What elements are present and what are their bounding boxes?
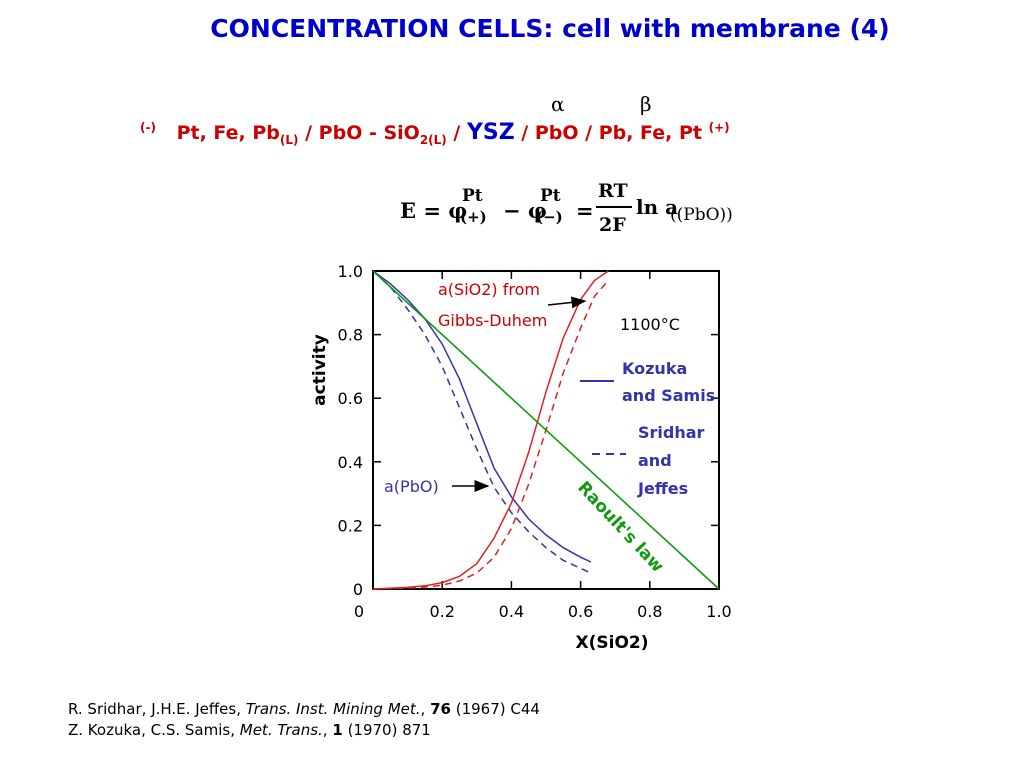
y-tick-label: 0.4 — [338, 453, 363, 472]
pbo-annotation: a(PbO) — [384, 477, 439, 496]
y-axis-label: activity — [310, 334, 330, 406]
beta-phase-label: β — [640, 92, 652, 116]
series-line-1 — [372, 270, 592, 574]
y-tick-label: 0.2 — [338, 516, 363, 535]
eq-fraction-bar — [596, 206, 632, 208]
positive-electrode-sign: (+) — [708, 120, 730, 135]
series-line-0 — [372, 270, 592, 563]
sio2-annotation-line1: a(SiO2) from — [438, 280, 540, 299]
slide-title: CONCENTRATION CELLS: cell with membrane … — [210, 14, 890, 43]
x-axis-label: X(SiO2) — [576, 633, 649, 653]
x-tick-label: 0.4 — [499, 602, 524, 621]
ref1-journal: Trans. Inst. Mining Met. — [245, 700, 421, 718]
x-tick-label: 0.2 — [429, 602, 454, 621]
eq-numerator: RT — [598, 180, 628, 202]
eq-ln-a: ln a — [636, 195, 679, 219]
ysz-membrane: YSZ — [466, 120, 515, 145]
references: R. Sridhar, J.H.E. Jeffes, Trans. Inst. … — [68, 699, 540, 741]
temperature-label: 1100°C — [620, 315, 680, 334]
x-tick-label: 0.6 — [568, 602, 593, 621]
nernst-equation: E = φ Pt (+) − φ Pt (−) = RT 2F ln a ((P… — [400, 180, 760, 240]
x-tick-label: 0 — [354, 602, 364, 621]
slag-phase: / PbO - SiO — [298, 122, 420, 144]
eq-minus-phi: − φ — [503, 198, 547, 223]
reference-1: R. Sridhar, J.H.E. Jeffes, Trans. Inst. … — [68, 699, 540, 720]
legend-kozuka-line1: Kozuka — [622, 359, 687, 378]
ref1-rest: (1967) C44 — [450, 700, 540, 718]
y-tick-label: 0.6 — [338, 389, 363, 408]
separator: / — [446, 122, 467, 144]
eq-phi2-sup: Pt — [540, 186, 561, 206]
cell-notation: (-) Pt, Fe, Pb(L) / PbO - SiO2(L) / YSZ … — [140, 120, 730, 147]
series-line-3 — [372, 280, 609, 590]
eq-denominator: 2F — [599, 214, 626, 236]
ref1-volume: 76 — [430, 700, 451, 718]
ref2-authors: Z. Kozuka, C.S. Samis, — [68, 721, 240, 739]
sio2-annotation-arrow — [547, 296, 587, 309]
legend-sridhar-line3: Jeffes — [637, 479, 688, 498]
x-tick-label: 0.8 — [637, 602, 662, 621]
ref2-journal: Met. Trans. — [239, 721, 323, 739]
eq-phi1-sup: Pt — [462, 186, 483, 206]
left-electrode-phase: (L) — [279, 132, 299, 147]
y-tick-label: 0.8 — [338, 326, 363, 345]
eq-phi2-sub: (−) — [536, 208, 563, 226]
eq-phi1-sub: (+) — [460, 208, 487, 226]
eq-ln-sub: ((PbO)) — [670, 205, 733, 225]
y-tick-label: 0 — [353, 580, 363, 599]
left-electrode: Pt, Fe, Pb — [176, 122, 280, 144]
ref2-volume: 1 — [332, 721, 343, 739]
plot-area: 0 0 0.2 0.2 0.4 0.4 0.6 0.6 0.8 0.8 1.0 1.0 — [338, 262, 732, 621]
sio2-annotation-line2: Gibbs-Duhem — [438, 311, 547, 330]
series-line-4 — [372, 270, 720, 590]
plot-frame — [372, 270, 720, 590]
alpha-phase-label: α — [551, 92, 565, 116]
right-electrode: / PbO / Pb, Fe, Pt — [514, 122, 709, 144]
legend-sridhar-line2: and — [638, 451, 672, 470]
x-tick-label: 1.0 — [706, 602, 731, 621]
legend-kozuka-line2: and Samis — [622, 386, 715, 405]
slag-phase-sub: 2(L) — [419, 132, 447, 147]
reference-2: Z. Kozuka, C.S. Samis, Met. Trans., 1 (1… — [68, 720, 540, 741]
eq-lhs: E = φ — [400, 198, 468, 223]
ref1-authors: R. Sridhar, J.H.E. Jeffes, — [68, 700, 246, 718]
negative-electrode-sign: (-) — [140, 120, 156, 135]
ref2-sep: , — [322, 721, 333, 739]
y-tick-label: 1.0 — [338, 262, 363, 281]
ref2-rest: (1970) 871 — [342, 721, 431, 739]
legend-sridhar-line1: Sridhar — [638, 423, 705, 442]
eq-equals: = — [576, 198, 594, 223]
ref1-sep: , — [420, 700, 431, 718]
